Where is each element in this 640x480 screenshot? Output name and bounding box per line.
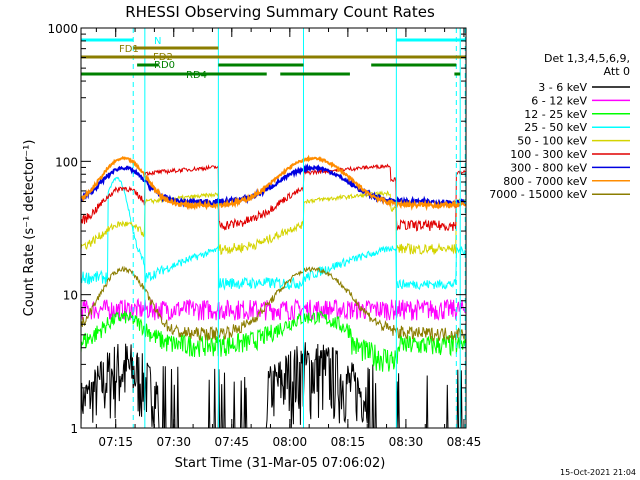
y-tick-label: 1: [70, 422, 78, 436]
flag-label: N: [154, 36, 161, 47]
flag-label: FD1: [119, 44, 139, 55]
legend-label: 3 - 6 keV: [538, 81, 587, 94]
chart-title: RHESSI Observing Summary Count Rates: [125, 3, 435, 21]
x-tick-label: 08:15: [331, 435, 366, 449]
legend-label: 25 - 50 keV: [524, 121, 587, 134]
legend-label: 300 - 800 keV: [510, 161, 587, 174]
x-tick-label: 07:15: [98, 435, 133, 449]
legend-label: 100 - 300 keV: [510, 148, 587, 161]
y-axis-label: Count Rate (s⁻¹ detector⁻¹): [22, 140, 37, 317]
plot-frame: [80, 27, 467, 429]
x-tick-label: 08:45: [447, 435, 482, 449]
legend-label: 12 - 25 keV: [524, 108, 587, 121]
flag-label: RD4: [186, 70, 207, 81]
x-tick-label: 08:30: [389, 435, 424, 449]
legend-label: 50 - 100 keV: [517, 135, 587, 148]
x-axis-label: Start Time (31-Mar-05 07:06:02): [175, 456, 386, 471]
flag-label: RD0: [154, 60, 175, 71]
x-tick-label: 07:45: [214, 435, 249, 449]
legend-label: 7000 - 15000 keV: [489, 188, 587, 201]
flag-label: FD2: [153, 52, 173, 63]
y-tick-label: 1000: [47, 22, 78, 36]
x-tick-label: 07:30: [156, 435, 191, 449]
footer-timestamp: 15-Oct-2021 21:04: [560, 468, 636, 477]
x-tick-label: 08:00: [273, 435, 308, 449]
axis-layer: 1 10 100 1000 07:15 07:30 07:45 08:00 08:15 08:30…: [47, 22, 481, 449]
legend-label: 6 - 12 keV: [531, 94, 587, 107]
legend-header: Att 0: [604, 65, 630, 78]
y-tick-label: 10: [63, 289, 78, 303]
legend-header: Det 1,3,4,5,6,9,: [544, 52, 630, 65]
legend-label: 800 - 7000 keV: [503, 175, 587, 188]
y-tick-label: 100: [55, 155, 78, 169]
